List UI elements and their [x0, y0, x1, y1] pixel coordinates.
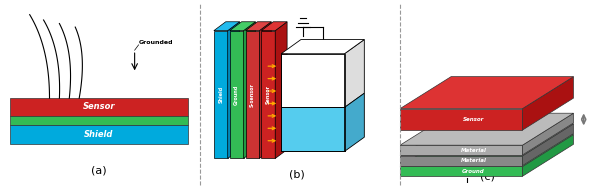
Polygon shape [230, 22, 256, 31]
Text: (a): (a) [91, 166, 107, 176]
Text: Shield: Shield [85, 130, 113, 139]
Polygon shape [400, 77, 574, 109]
Polygon shape [281, 54, 344, 108]
Polygon shape [523, 113, 574, 155]
Text: Sensor: Sensor [83, 102, 115, 112]
Polygon shape [214, 31, 228, 158]
Bar [10, 116, 188, 125]
Polygon shape [523, 124, 574, 166]
Text: Grounded: Grounded [139, 40, 173, 45]
Text: S-sensor: S-sensor [250, 83, 255, 107]
Polygon shape [262, 31, 275, 158]
Polygon shape [259, 22, 271, 158]
Polygon shape [214, 22, 239, 31]
Polygon shape [245, 31, 259, 158]
Text: (c): (c) [481, 172, 495, 182]
Polygon shape [523, 135, 574, 176]
Text: Sensor: Sensor [463, 117, 484, 122]
Bar [10, 125, 188, 144]
Text: Sensor: Sensor [266, 85, 271, 104]
Polygon shape [400, 135, 574, 167]
Text: Ground: Ground [462, 169, 485, 174]
Polygon shape [281, 108, 344, 151]
Polygon shape [400, 124, 574, 156]
Polygon shape [400, 156, 523, 166]
Text: Shield: Shield [218, 86, 223, 103]
Polygon shape [275, 22, 287, 158]
Text: Material: Material [461, 148, 487, 152]
Polygon shape [344, 40, 364, 108]
Polygon shape [262, 22, 287, 31]
Polygon shape [344, 93, 364, 151]
Polygon shape [228, 22, 239, 158]
Polygon shape [400, 113, 574, 145]
Text: Material: Material [461, 158, 487, 163]
Polygon shape [244, 22, 256, 158]
Polygon shape [281, 40, 364, 54]
Polygon shape [245, 22, 271, 31]
Bar [10, 98, 188, 116]
Text: (b): (b) [289, 169, 305, 179]
Polygon shape [523, 77, 574, 130]
Polygon shape [230, 31, 244, 158]
Polygon shape [400, 145, 523, 155]
Polygon shape [400, 109, 523, 130]
Polygon shape [400, 167, 523, 176]
Text: Ground: Ground [234, 85, 239, 105]
